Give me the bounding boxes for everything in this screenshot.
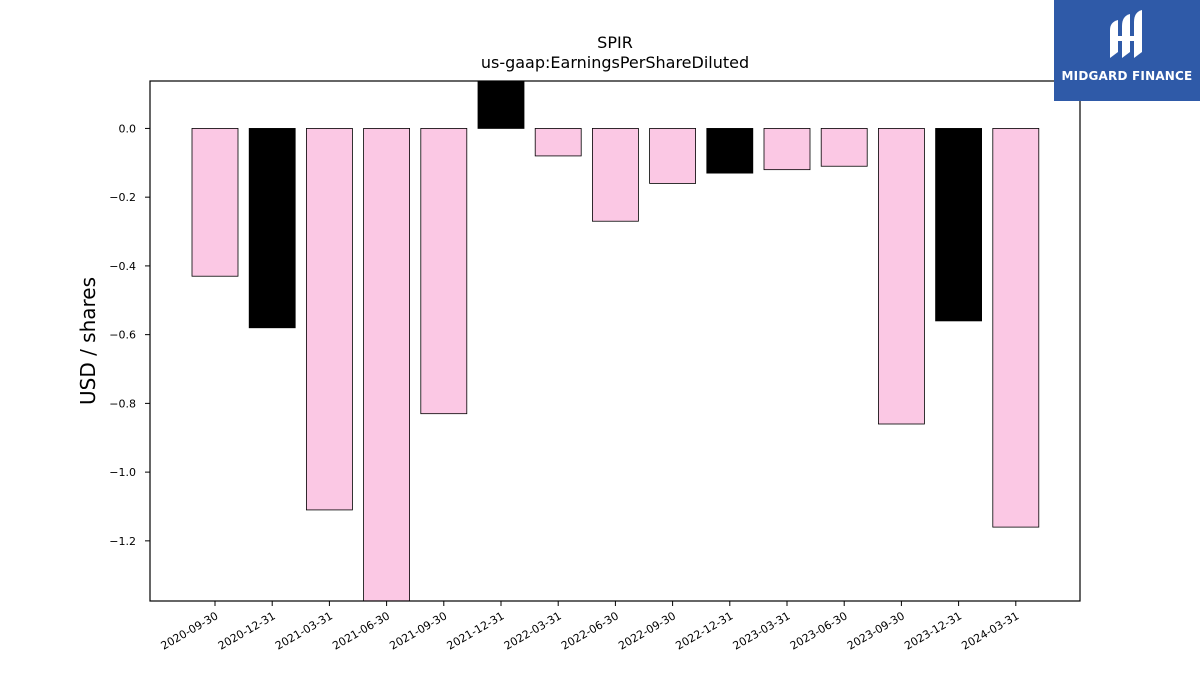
y-tick-label: −1.0 [109, 466, 136, 479]
x-tick-label: 2022-03-31 [502, 609, 564, 652]
brand-name: MIDGARD FINANCE [1061, 69, 1193, 83]
x-tick-label: 2023-09-30 [845, 609, 907, 652]
x-tick-label: 2021-03-31 [273, 609, 335, 652]
y-tick-label: −1.2 [109, 535, 136, 548]
x-tick-label: 2023-06-30 [788, 609, 850, 652]
x-tick-label: 2021-09-30 [387, 609, 449, 652]
bar-2024-03-31 [992, 128, 1040, 528]
x-tick-label: 2023-12-31 [902, 609, 964, 652]
bar-2022-03-31 [534, 128, 582, 157]
bar-2023-12-31 [935, 128, 982, 322]
chart-title: SPIR [597, 33, 633, 52]
x-tick-label: 2024-03-31 [959, 609, 1021, 652]
y-tick-label: 0.0 [119, 122, 137, 135]
bar-2023-06-30 [820, 128, 868, 167]
y-tick-label: −0.8 [109, 397, 136, 410]
x-tick-label: 2020-09-30 [159, 609, 221, 652]
bar-2023-03-31 [763, 128, 811, 171]
y-axis-label: USD / shares [76, 277, 100, 405]
bar-2021-12-31 [477, 80, 525, 129]
x-tick-label: 2020-12-31 [216, 609, 278, 652]
brand-logo: MIDGARD FINANCE [1054, 0, 1200, 101]
plot-frame [149, 80, 1081, 602]
bar-2022-09-30 [649, 128, 696, 184]
bar-2022-12-31 [706, 128, 754, 174]
bar-2023-09-30 [878, 128, 925, 425]
y-tick-label: −0.6 [109, 329, 136, 342]
bar-2021-03-31 [305, 128, 353, 511]
bar-2020-09-30 [191, 128, 239, 277]
x-tick-label: 2023-03-31 [731, 609, 793, 652]
bars-layer [191, 80, 1040, 602]
bar-2022-06-30 [592, 128, 639, 222]
x-tick-label: 2022-09-30 [616, 609, 678, 652]
midgard-logo-icon [1110, 10, 1142, 58]
x-tick-label: 2022-12-31 [673, 609, 735, 652]
chart-subtitle: us-gaap:EarningsPerShareDiluted [481, 53, 749, 72]
bar-2020-12-31 [248, 128, 296, 329]
y-tick-label: −0.4 [109, 260, 136, 273]
y-tick-label: −0.2 [109, 191, 136, 204]
x-tick-label: 2022-06-30 [559, 609, 621, 652]
bar-2021-09-30 [420, 128, 468, 415]
x-tick-label: 2021-12-31 [445, 609, 507, 652]
bar-2021-06-30 [363, 128, 411, 602]
x-tick-label: 2021-06-30 [330, 609, 392, 652]
